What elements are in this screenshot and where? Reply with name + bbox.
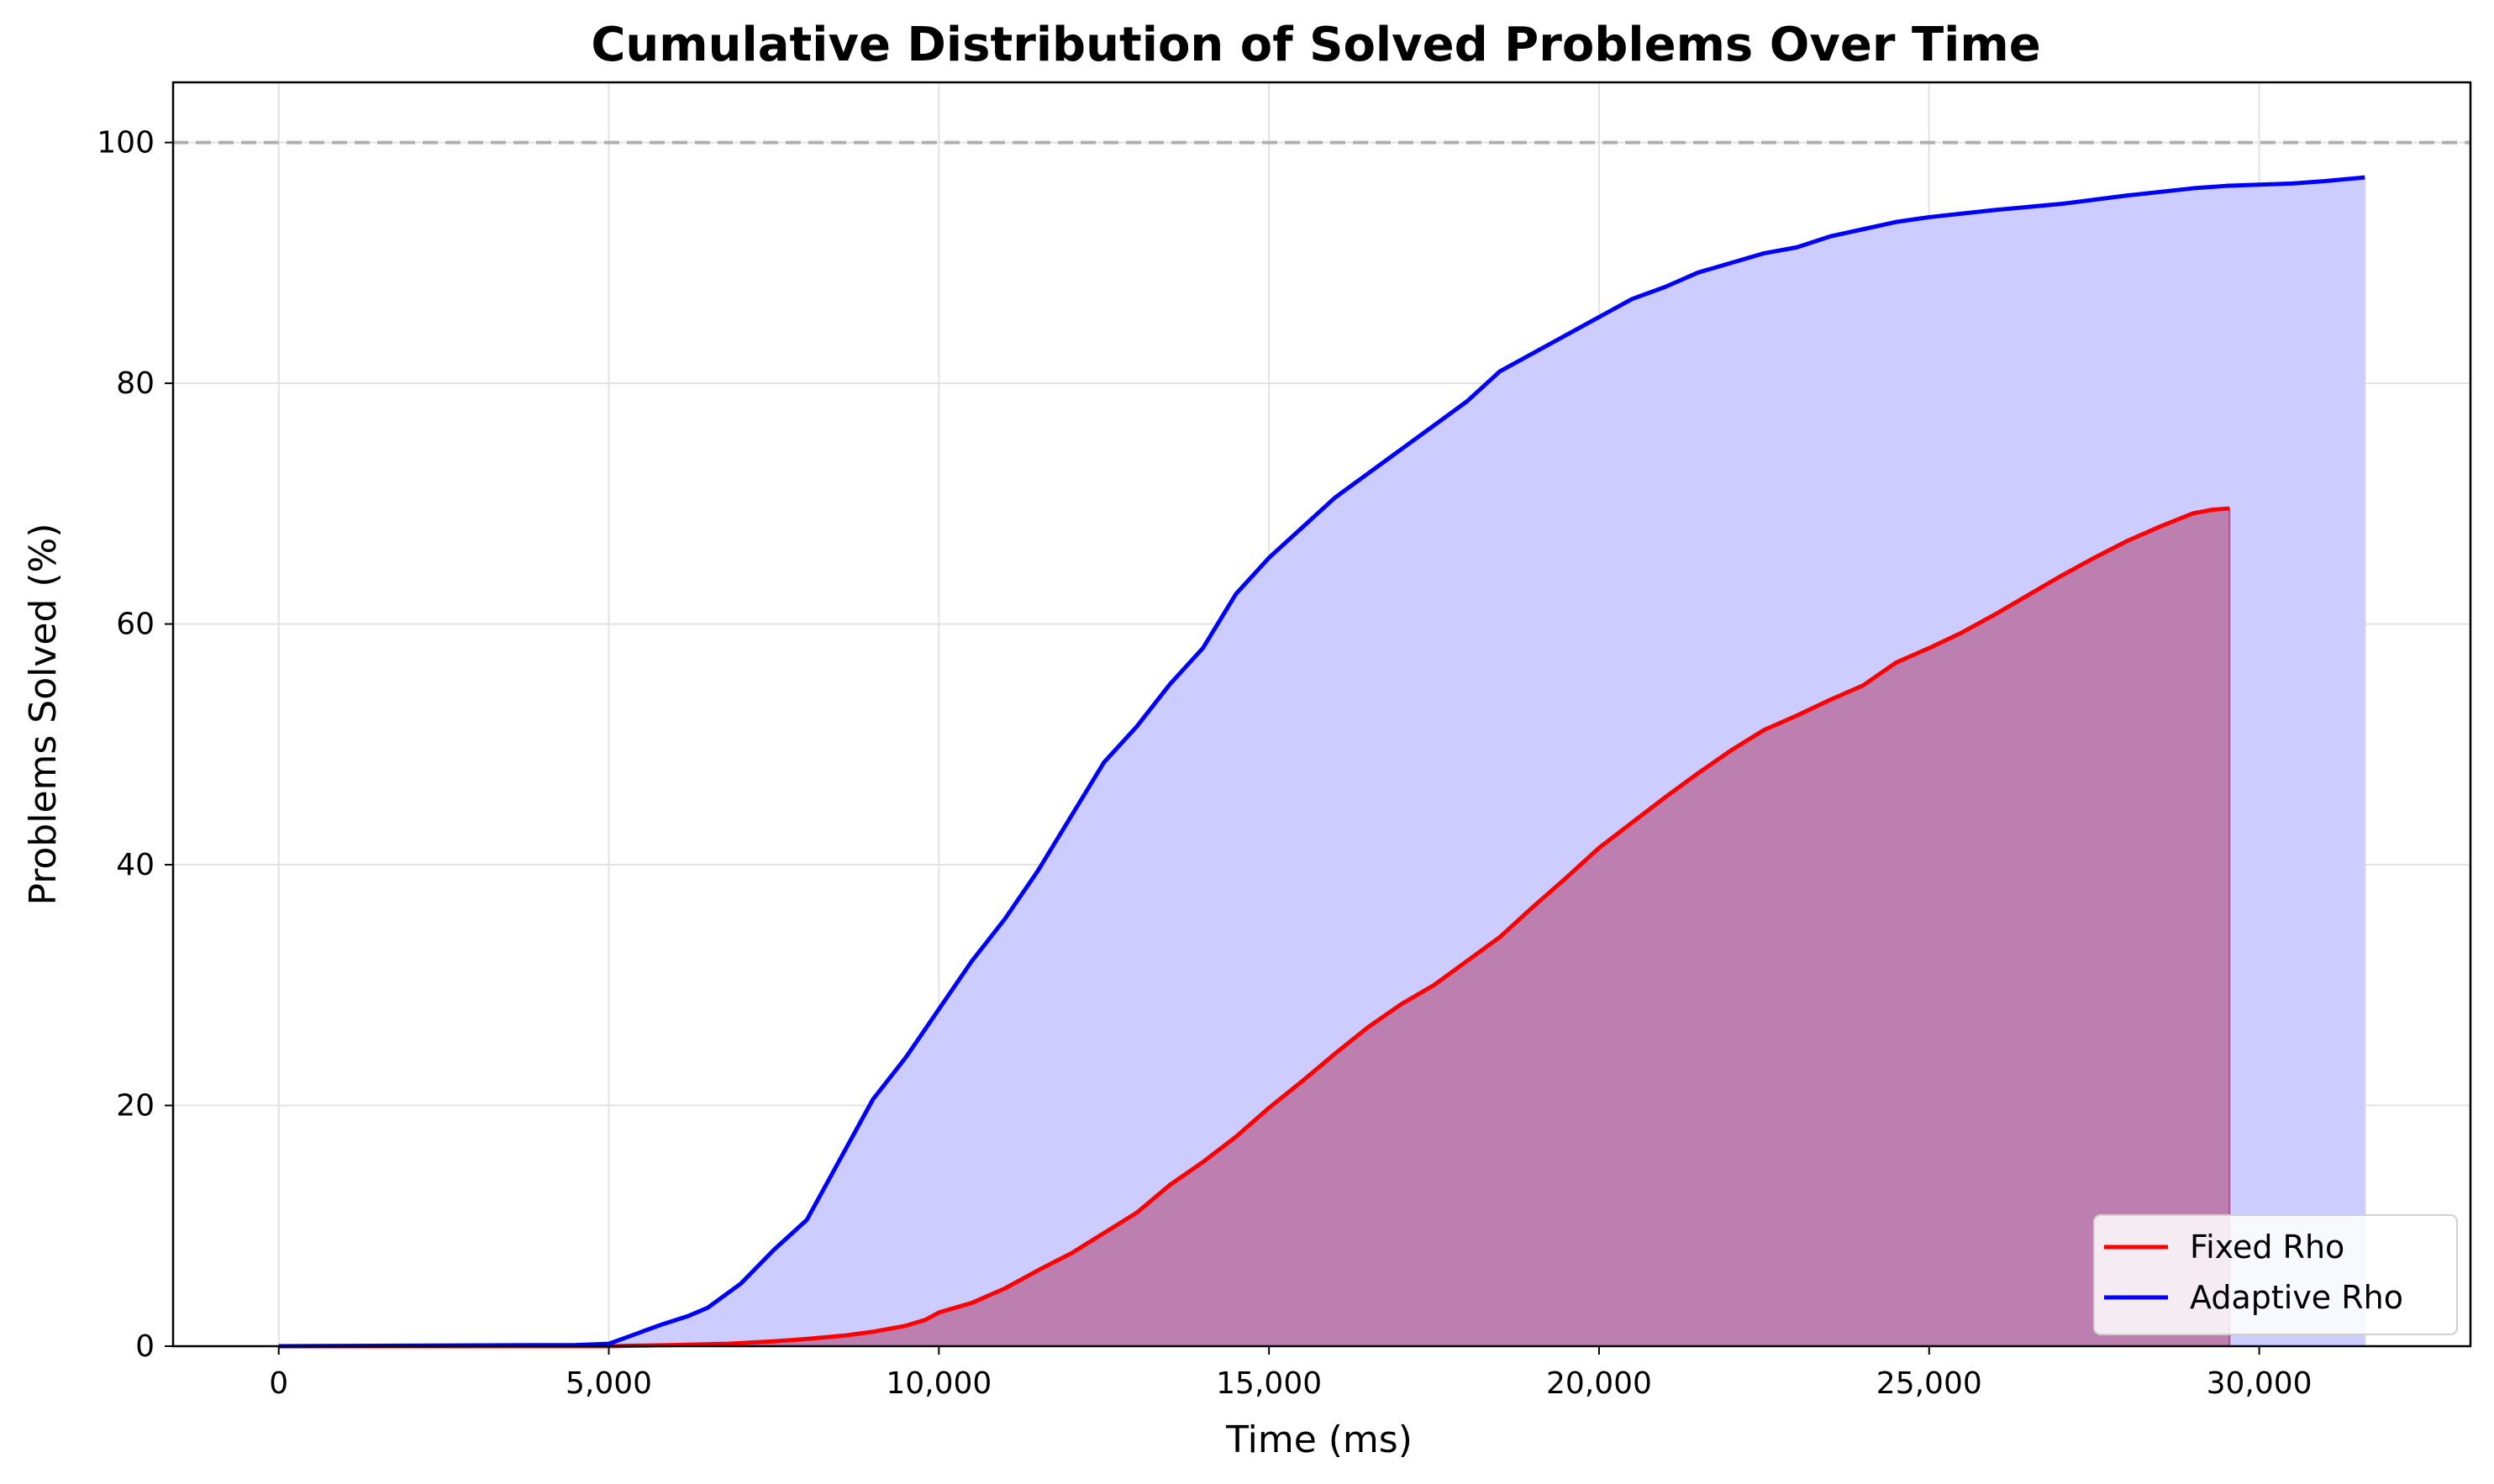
y-tick-label: 0	[135, 1329, 155, 1364]
x-tick-label: 10,000	[886, 1366, 992, 1401]
legend: Fixed Rho Adaptive Rho	[2093, 1214, 2458, 1335]
x-tick-label: 20,000	[1546, 1366, 1652, 1401]
legend-label-adaptive-rho: Adaptive Rho	[2190, 1279, 2403, 1316]
y-tick-label: 20	[116, 1089, 155, 1124]
x-axis-label: Time (ms)	[1225, 1418, 1413, 1461]
series-fill-fixed-rho	[278, 508, 2230, 1346]
y-tick-label: 80	[116, 366, 155, 401]
x-tick-label: 15,000	[1216, 1366, 1322, 1401]
x-tick-label: 5,000	[566, 1366, 652, 1401]
x-tick-label: 25,000	[1876, 1366, 1982, 1401]
y-tick-label: 100	[97, 126, 155, 161]
legend-label-fixed-rho: Fixed Rho	[2190, 1229, 2344, 1266]
y-tick-label: 60	[116, 608, 155, 642]
chart-title: Cumulative Distribution of Solved Proble…	[591, 18, 2040, 72]
x-tick-label: 0	[269, 1366, 288, 1401]
y-axis-label: Problems Solved (%)	[22, 523, 65, 905]
plot-area-frame	[171, 81, 2472, 1348]
x-tick-label: 30,000	[2207, 1366, 2312, 1401]
legend-box	[2093, 1214, 2458, 1335]
series-line-adaptive-rho	[278, 175, 2365, 1349]
axis-ticks: 0 5,000 10,000 15,000 20,000 25,000 30,000 0 20 4…	[97, 126, 2312, 1401]
series-line-fixed-rho	[278, 506, 2230, 1349]
y-tick-label: 40	[116, 848, 155, 882]
series-lines	[278, 175, 2365, 1349]
series-fills	[278, 177, 2366, 1347]
